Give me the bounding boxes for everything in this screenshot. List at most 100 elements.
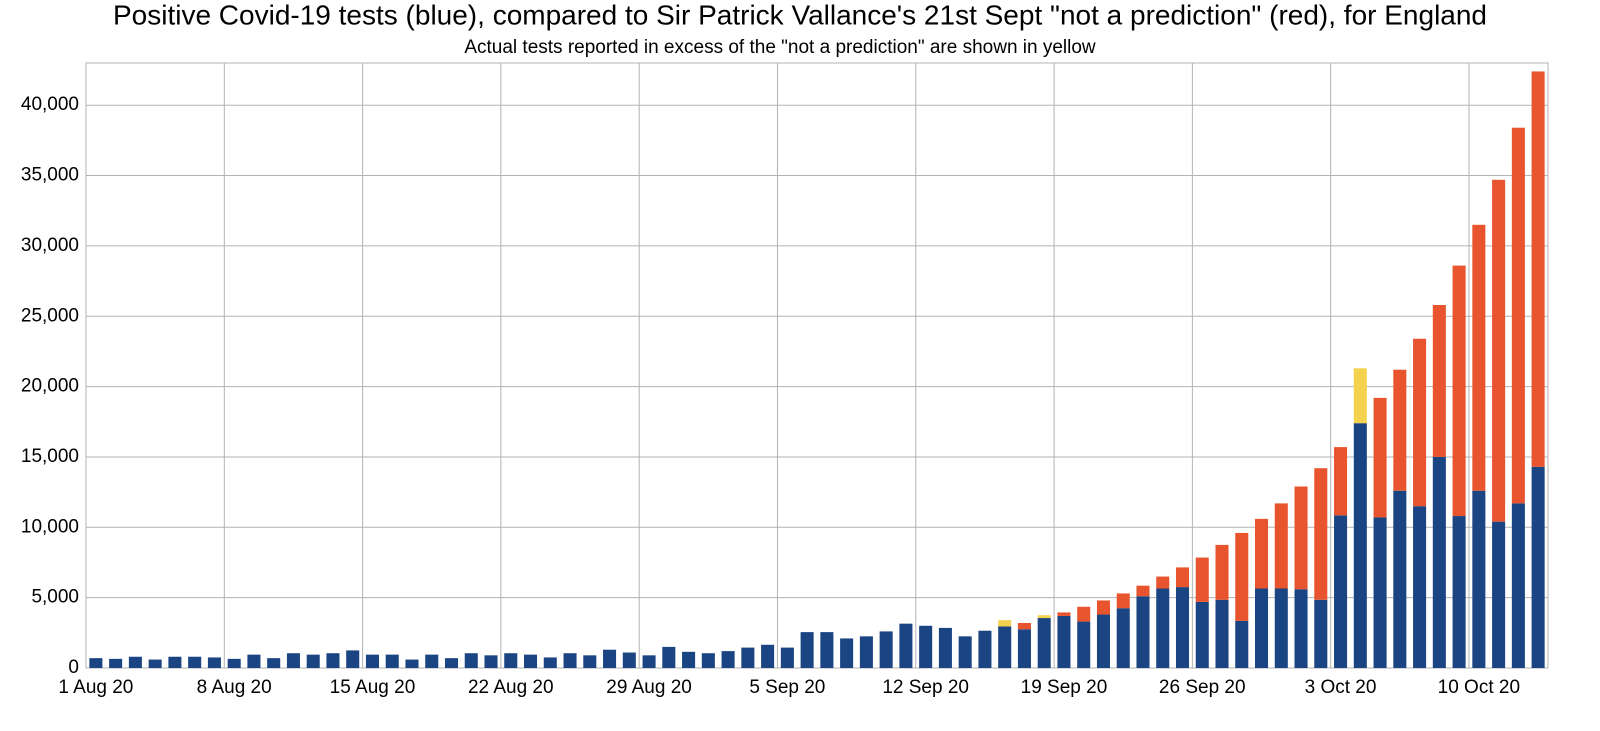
x-tick-label: 5 Sep 20	[749, 677, 825, 698]
bar-segment	[583, 655, 597, 668]
x-tick-label: 1 Aug 20	[58, 677, 133, 698]
bar-segment	[1215, 544, 1229, 600]
bar-segment	[603, 649, 617, 668]
y-tick-label: 30,000	[21, 235, 79, 256]
bar-segment	[780, 647, 794, 668]
bar-segment	[504, 653, 518, 668]
bar-segment	[1057, 612, 1071, 616]
bar-segment	[1057, 615, 1071, 668]
y-tick-label: 40,000	[21, 94, 79, 115]
x-tick-label: 12 Sep 20	[882, 677, 969, 698]
bar-segment	[1472, 490, 1486, 668]
bar-segment	[1492, 179, 1506, 522]
bar-segment	[1294, 486, 1308, 590]
bar-segment	[326, 653, 340, 668]
x-tick-label: 15 Aug 20	[330, 677, 416, 698]
bar-segment	[1393, 369, 1407, 491]
bar-segment	[1334, 447, 1348, 516]
bar-segment	[1314, 468, 1328, 600]
bar-segment	[1393, 490, 1407, 668]
bar-segment	[464, 653, 478, 668]
bar-segment	[227, 658, 241, 668]
chart-title: Positive Covid-19 tests (blue), compared…	[113, 0, 1487, 30]
bar-segment	[1175, 567, 1190, 588]
bar-segment	[682, 651, 696, 668]
bar-segment	[1017, 629, 1031, 668]
bar-segment	[1274, 503, 1288, 589]
bar-segment	[662, 646, 676, 668]
bar-segment	[761, 644, 775, 668]
bar-segment	[188, 656, 202, 668]
bar-segment	[1314, 599, 1328, 668]
bar-segment	[1096, 614, 1110, 668]
bar-segment	[1531, 466, 1545, 668]
y-tick-label: 10,000	[21, 516, 79, 537]
bar-segment	[267, 658, 281, 668]
bar-segment	[642, 655, 656, 668]
bar-segment	[405, 659, 419, 668]
bar-segment	[1413, 338, 1427, 507]
bar-segment	[148, 659, 162, 668]
bar-segment	[919, 625, 933, 668]
bar-segment	[998, 620, 1012, 627]
bar-segment	[484, 655, 498, 668]
bar-segment	[1235, 532, 1249, 621]
bar-segment	[1432, 456, 1446, 668]
bar-segment	[899, 623, 913, 668]
bar-segment	[978, 630, 992, 668]
bar-segment	[1077, 621, 1091, 668]
x-tick-label: 10 Oct 20	[1438, 677, 1520, 698]
bar-segment	[1452, 265, 1466, 517]
bar-segment	[820, 632, 834, 668]
y-tick-label: 20,000	[21, 376, 79, 397]
bar-segment	[1472, 224, 1486, 491]
bar-segment	[840, 638, 854, 668]
bar-segment	[1116, 608, 1130, 668]
x-tick-label: 29 Aug 20	[606, 677, 692, 698]
bar-segment	[1492, 521, 1506, 668]
bar-segment	[721, 651, 735, 668]
bar-segment	[1077, 606, 1091, 622]
y-tick-label: 35,000	[21, 165, 79, 186]
bar-segment	[1096, 600, 1110, 615]
bar-segment	[247, 654, 261, 668]
bar-segment	[1017, 622, 1031, 630]
bar-segment	[1373, 397, 1387, 518]
bar-segment	[89, 658, 103, 668]
bar-segment	[1353, 423, 1367, 668]
bar-segment	[800, 632, 814, 668]
bar-segment	[168, 656, 182, 668]
bar-segment	[365, 654, 379, 668]
bar-segment	[385, 654, 399, 668]
bar-segment	[1195, 601, 1209, 668]
bar-segment	[1255, 588, 1269, 668]
bar-segment	[1175, 587, 1190, 668]
bar-segment	[1136, 585, 1150, 597]
bar-segment	[1452, 516, 1466, 668]
chart-subtitle: Actual tests reported in excess of the "…	[464, 37, 1096, 58]
x-tick-label: 26 Sep 20	[1159, 677, 1246, 698]
bar-segment	[1215, 599, 1229, 668]
bar-segment	[1156, 576, 1170, 589]
bar-segment	[1037, 615, 1051, 619]
bar-segment	[1274, 588, 1288, 668]
y-tick-label: 0	[68, 657, 79, 678]
bar-segment	[938, 627, 952, 668]
bar-segment	[1511, 127, 1525, 504]
bar-segment	[563, 653, 577, 668]
x-tick-label: 3 Oct 20	[1305, 677, 1377, 698]
bar-segment	[998, 626, 1012, 668]
bar-segment	[701, 653, 715, 668]
y-tick-label: 25,000	[21, 305, 79, 326]
bar-segment	[1334, 515, 1348, 668]
x-tick-label: 8 Aug 20	[197, 677, 272, 698]
bar-segment	[1156, 588, 1170, 668]
bar-segment	[859, 636, 873, 668]
bar-segment	[425, 654, 439, 668]
x-tick-label: 19 Sep 20	[1021, 677, 1108, 698]
bar-segment	[1531, 71, 1545, 467]
bar-segment	[543, 657, 557, 668]
plot-area	[85, 62, 1549, 669]
bar-segment	[346, 650, 360, 668]
